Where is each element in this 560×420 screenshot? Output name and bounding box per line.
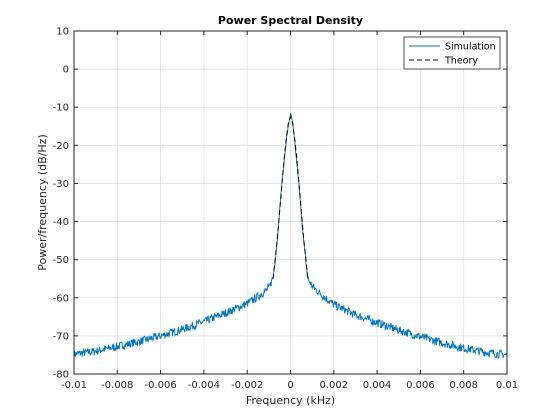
chart-title: Power Spectral Density bbox=[218, 14, 363, 27]
y-tick-label: -30 bbox=[53, 179, 69, 190]
legend-label-simulation: Simulation bbox=[445, 42, 496, 53]
y-tick-label: -20 bbox=[53, 141, 69, 152]
y-tick-label: -10 bbox=[53, 103, 69, 114]
x-tick-label: -0.002 bbox=[231, 380, 263, 391]
y-tick-label: -70 bbox=[53, 331, 69, 342]
x-tick-label: -0.01 bbox=[61, 380, 87, 391]
y-tick-label: 0 bbox=[63, 65, 69, 76]
x-tick-label: 0 bbox=[287, 380, 293, 391]
x-tick-label: 0.004 bbox=[363, 380, 392, 391]
legend-label-theory: Theory bbox=[444, 56, 478, 67]
legend-box bbox=[403, 36, 501, 70]
x-tick-label: 0.006 bbox=[406, 380, 435, 391]
x-tick-label: 0.008 bbox=[449, 380, 478, 391]
legend: Simulation Theory bbox=[403, 36, 501, 70]
y-tick-label: -50 bbox=[53, 255, 69, 266]
y-tick-label: -80 bbox=[53, 370, 69, 381]
y-axis-title: Power/frequency (dB/Hz) bbox=[36, 134, 49, 271]
y-tick-label: -60 bbox=[53, 293, 69, 304]
y-tick-label: 10 bbox=[56, 27, 69, 38]
series-line-simulation bbox=[73, 112, 508, 359]
x-tick-label: -0.008 bbox=[101, 380, 133, 391]
x-tick-label: 0.002 bbox=[319, 380, 348, 391]
y-tick-label: -40 bbox=[53, 217, 69, 228]
x-axis-title: Frequency (kHz) bbox=[246, 394, 335, 407]
x-tick-label: -0.006 bbox=[144, 380, 176, 391]
series-line-theory bbox=[272, 115, 309, 279]
x-tick-label: 0.01 bbox=[496, 380, 518, 391]
axis-ticks: -0.01 -0.008 -0.006 -0.004 -0.002 0 0.002 0.004… bbox=[53, 27, 518, 392]
x-tick-label: -0.004 bbox=[188, 380, 220, 391]
data-series bbox=[73, 112, 508, 359]
